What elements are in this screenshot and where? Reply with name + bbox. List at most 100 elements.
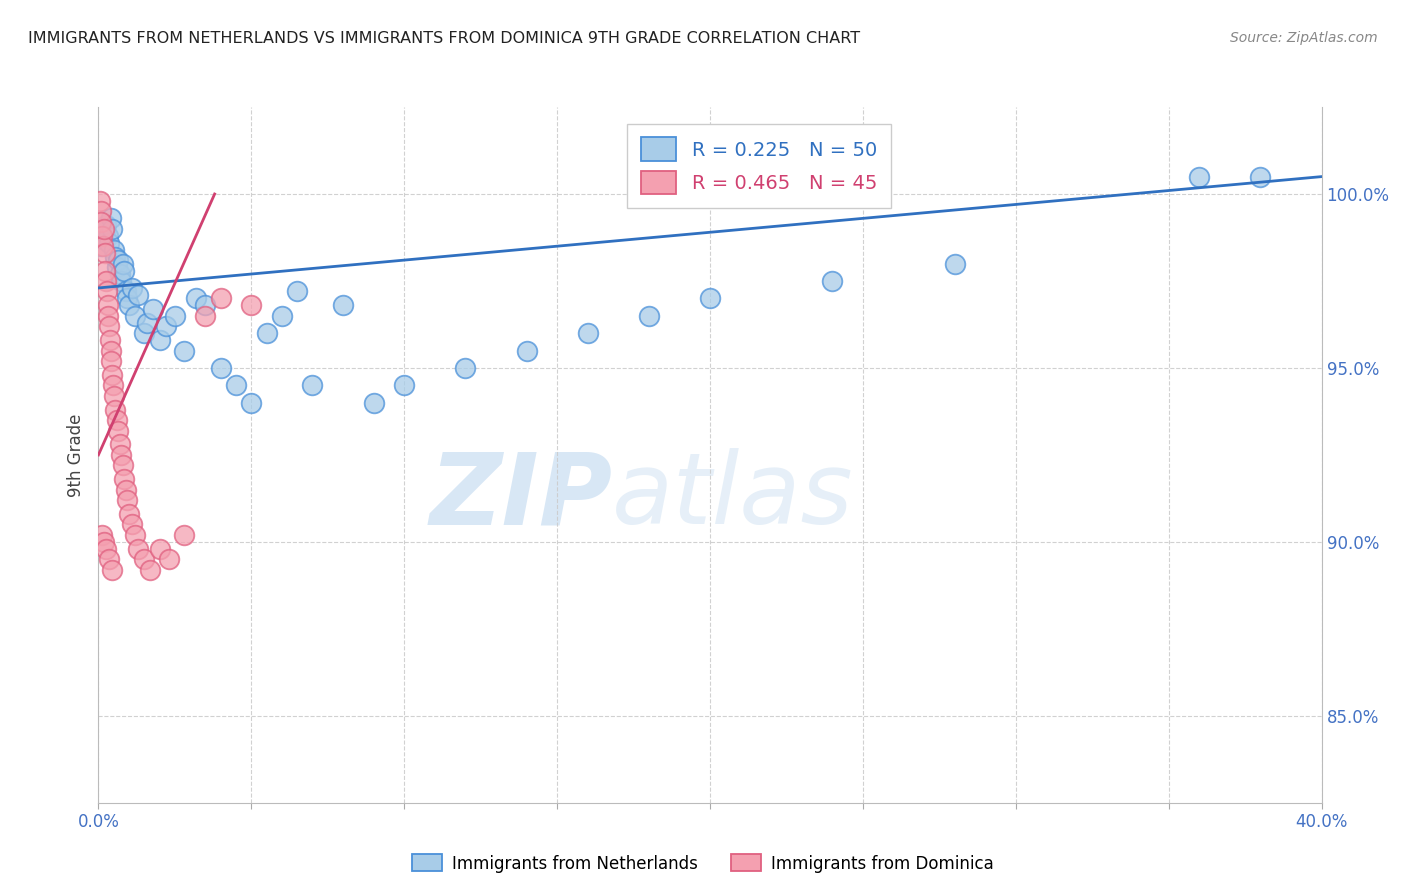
Point xyxy=(97,298,120,312)
Point xyxy=(94,274,117,288)
Point xyxy=(91,239,114,253)
Point xyxy=(1250,169,1272,184)
Point xyxy=(98,333,121,347)
Point xyxy=(124,528,146,542)
Point xyxy=(111,256,134,270)
Point xyxy=(638,309,661,323)
Point xyxy=(118,507,141,521)
Legend: Immigrants from Netherlands, Immigrants from Dominica: Immigrants from Netherlands, Immigrants … xyxy=(405,847,1001,880)
Point xyxy=(127,541,149,556)
Point xyxy=(121,281,143,295)
Point xyxy=(112,263,135,277)
Point xyxy=(91,528,114,542)
Point xyxy=(104,402,127,417)
Point xyxy=(332,298,354,312)
Point xyxy=(136,316,159,330)
Point xyxy=(194,298,217,312)
Point xyxy=(576,326,599,340)
Point xyxy=(118,298,141,312)
Point xyxy=(392,378,416,392)
Point xyxy=(117,493,139,508)
Point xyxy=(89,194,111,208)
Text: ZIP: ZIP xyxy=(429,448,612,545)
Point xyxy=(821,274,844,288)
Point xyxy=(301,378,323,392)
Point xyxy=(98,552,121,566)
Point xyxy=(117,291,139,305)
Point xyxy=(209,360,232,375)
Point xyxy=(94,541,117,556)
Point xyxy=(105,260,128,274)
Legend: R = 0.225   N = 50, R = 0.465   N = 45: R = 0.225 N = 50, R = 0.465 N = 45 xyxy=(627,124,890,208)
Point xyxy=(139,563,162,577)
Point xyxy=(173,528,195,542)
Point xyxy=(97,228,120,243)
Point xyxy=(516,343,538,358)
Point xyxy=(91,232,114,246)
Point xyxy=(93,246,115,260)
Point xyxy=(90,239,112,253)
Point xyxy=(240,298,263,312)
Point xyxy=(157,552,180,566)
Point xyxy=(194,309,217,323)
Point xyxy=(93,225,115,239)
Point xyxy=(100,354,122,368)
Point xyxy=(142,301,165,316)
Point xyxy=(363,395,385,409)
Point xyxy=(124,309,146,323)
Point xyxy=(94,263,117,277)
Point xyxy=(105,413,128,427)
Point xyxy=(107,424,129,438)
Point xyxy=(98,235,121,250)
Point xyxy=(149,333,172,347)
Point xyxy=(97,309,120,323)
Point xyxy=(149,541,172,556)
Point xyxy=(93,221,115,235)
Text: atlas: atlas xyxy=(612,448,853,545)
Point xyxy=(100,211,122,226)
Point xyxy=(100,343,122,358)
Point xyxy=(256,326,278,340)
Point xyxy=(225,378,247,392)
Point xyxy=(699,291,721,305)
Point xyxy=(111,458,134,473)
Point xyxy=(943,256,966,270)
Point xyxy=(134,552,156,566)
Point xyxy=(98,319,121,334)
Point xyxy=(173,343,195,358)
Point xyxy=(91,228,114,243)
Point xyxy=(155,319,177,334)
Point xyxy=(134,326,156,340)
Point xyxy=(101,378,124,392)
Point xyxy=(186,291,208,305)
Point xyxy=(1188,169,1211,184)
Point xyxy=(103,243,125,257)
Point xyxy=(110,448,132,462)
Point xyxy=(163,309,186,323)
Point xyxy=(285,285,308,299)
Point xyxy=(101,563,124,577)
Text: IMMIGRANTS FROM NETHERLANDS VS IMMIGRANTS FROM DOMINICA 9TH GRADE CORRELATION CH: IMMIGRANTS FROM NETHERLANDS VS IMMIGRANT… xyxy=(28,31,860,46)
Point xyxy=(115,285,138,299)
Point xyxy=(103,389,125,403)
Point xyxy=(90,215,112,229)
Point xyxy=(209,291,232,305)
Point xyxy=(115,483,138,497)
Point xyxy=(96,285,118,299)
Point xyxy=(121,517,143,532)
Point xyxy=(108,267,131,281)
Point xyxy=(270,309,294,323)
Point xyxy=(101,368,124,382)
Point xyxy=(101,221,124,235)
Point xyxy=(112,472,135,486)
Point xyxy=(110,274,132,288)
Point xyxy=(127,288,149,302)
Point xyxy=(104,250,127,264)
Y-axis label: 9th Grade: 9th Grade xyxy=(67,413,86,497)
Point xyxy=(454,360,477,375)
Text: Source: ZipAtlas.com: Source: ZipAtlas.com xyxy=(1230,31,1378,45)
Point xyxy=(94,219,117,233)
Point xyxy=(240,395,263,409)
Point xyxy=(107,253,129,268)
Point xyxy=(93,534,115,549)
